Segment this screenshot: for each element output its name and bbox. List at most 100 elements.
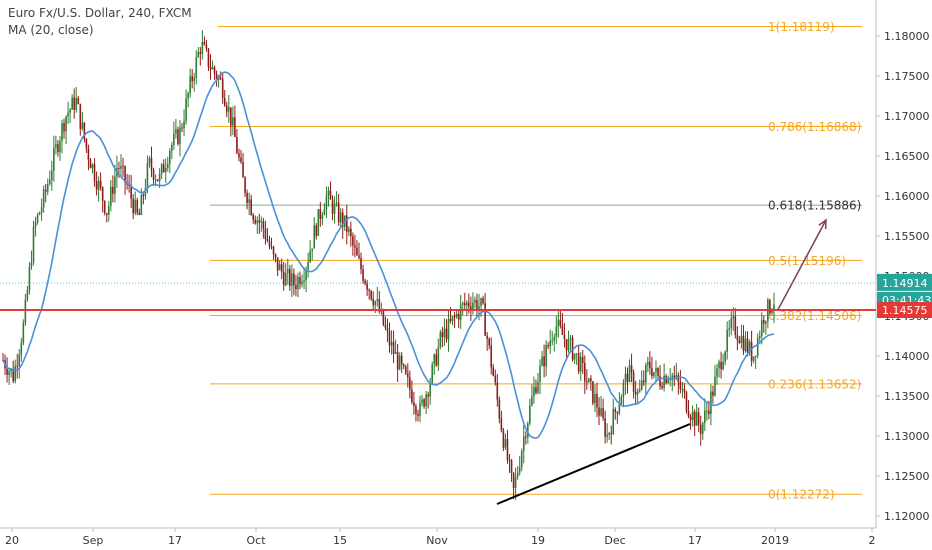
candle-body <box>171 144 173 152</box>
candle-body <box>164 167 167 173</box>
candle-body <box>706 410 708 412</box>
candle-body <box>470 306 472 310</box>
candle-body <box>520 450 523 468</box>
price-tick-label: 1.18000 <box>884 30 930 43</box>
candle-body <box>38 212 41 215</box>
candle-body <box>624 373 627 383</box>
projection-arrow-line <box>777 219 827 310</box>
candle-body <box>736 335 739 340</box>
moving-average-line <box>2 71 775 440</box>
candle-body <box>594 394 596 404</box>
candle-body <box>577 353 580 372</box>
candle-body <box>246 192 248 203</box>
candle-body <box>374 301 377 306</box>
candle-body <box>350 228 352 237</box>
candle-body <box>156 179 159 181</box>
candle-body <box>260 221 263 223</box>
candle-body <box>573 353 576 360</box>
fib-level-label: 0.786(1.16868) <box>768 120 861 134</box>
fib-level-label: 0(1.12272) <box>768 488 835 502</box>
price-tick-label: 1.16500 <box>884 150 930 163</box>
candle-body <box>323 209 326 215</box>
candle-body <box>762 319 765 324</box>
candle-body <box>12 369 14 382</box>
candle-body <box>655 367 657 373</box>
candle-body <box>120 165 122 169</box>
candle-body <box>726 329 728 352</box>
candle-body <box>166 163 169 168</box>
candle-body <box>742 335 745 352</box>
candle-body <box>303 279 305 282</box>
candle-body <box>211 67 214 70</box>
candle-body <box>435 354 438 366</box>
candle-body <box>209 66 212 70</box>
candle-body <box>555 326 558 337</box>
candle-body <box>671 375 674 380</box>
candle-body <box>335 202 338 204</box>
candle-body <box>653 372 655 377</box>
candle-body <box>193 77 196 82</box>
candle-body <box>225 105 228 112</box>
candle-body <box>57 144 59 153</box>
candle-body <box>234 117 236 138</box>
candle-body <box>492 367 495 376</box>
candle-body <box>691 411 694 421</box>
candle-body <box>388 330 391 346</box>
candle-body <box>506 439 509 461</box>
level-price-tag <box>877 302 932 318</box>
indicator-label: MA (20, close) <box>8 23 94 37</box>
candle-body <box>628 365 631 383</box>
candle-body <box>708 410 710 415</box>
candle-body <box>307 261 309 270</box>
candle-body <box>189 76 191 94</box>
candle-body <box>769 299 771 313</box>
candle-body <box>411 389 413 403</box>
candle-body <box>508 460 511 462</box>
candle-body <box>140 194 143 215</box>
candle-body <box>291 273 293 286</box>
candle-body <box>264 228 267 240</box>
candle-body <box>604 418 606 437</box>
candle-body <box>612 409 615 435</box>
time-tick-label: 2019 <box>761 534 789 547</box>
candle-body <box>445 328 448 340</box>
candle-body <box>360 258 362 270</box>
candle-body <box>213 67 216 74</box>
candle-body <box>618 404 621 414</box>
candle-body <box>274 254 277 258</box>
candle-body <box>185 98 187 121</box>
candle-body <box>533 387 535 397</box>
price-tick-label: 1.16000 <box>884 190 930 203</box>
candle-body <box>457 313 460 320</box>
candle-body <box>549 340 552 347</box>
candle-body <box>590 378 592 382</box>
candle-body <box>608 432 610 435</box>
candle-body <box>289 268 291 286</box>
symbol-title: Euro Fx/U.S. Dollar, 240, FXCM <box>8 6 192 20</box>
candle-body <box>42 189 45 208</box>
candle-body <box>567 338 570 351</box>
candle-body <box>449 318 452 322</box>
candle-body <box>34 221 37 227</box>
candle-body <box>659 376 661 387</box>
candle-body <box>681 388 684 390</box>
candle-body <box>382 309 385 325</box>
candle-body <box>586 381 588 383</box>
candle-body <box>758 335 761 339</box>
candle-body <box>396 352 399 370</box>
time-tick-label: 15 <box>333 534 347 547</box>
candle-body <box>16 365 19 367</box>
candle-body <box>679 382 682 390</box>
candle-body <box>203 41 206 45</box>
candle-body <box>400 355 403 365</box>
candle-body <box>248 199 250 203</box>
price-tick-label: 1.12500 <box>884 470 930 483</box>
candle-body <box>545 345 547 367</box>
candle-body <box>461 303 464 305</box>
candle-body <box>563 334 566 340</box>
candle-body <box>295 285 297 290</box>
candle-body <box>352 236 354 246</box>
